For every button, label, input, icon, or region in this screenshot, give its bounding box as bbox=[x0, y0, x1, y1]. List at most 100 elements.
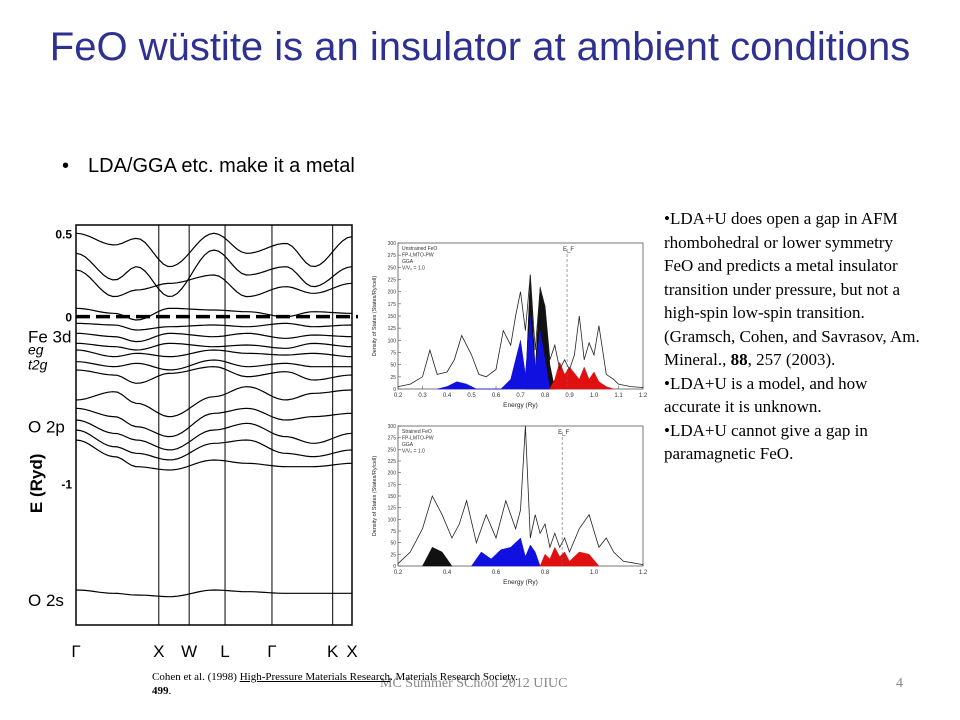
x-tick-label: 0.4 bbox=[443, 570, 452, 576]
legend-entry: V/V₀ = 1.0 bbox=[402, 266, 425, 272]
dos-chart-unstrained: 0 25 50 75 100 125 150 175 200 225 250 275 300 0.2 0.3… bbox=[372, 241, 648, 409]
x-axis-label: Energy (Ry) bbox=[503, 402, 538, 409]
bullet-dot: • bbox=[62, 155, 70, 177]
y-tick-label: 300 bbox=[388, 241, 397, 247]
band-line bbox=[75, 366, 353, 384]
dos-total-line bbox=[397, 425, 644, 565]
dos-blue-fill bbox=[471, 537, 541, 567]
x-tick-label: 1.2 bbox=[639, 570, 648, 576]
band-label: Fe 3d bbox=[28, 328, 71, 347]
y-axis-label: Density of States (States/Ry/cell) bbox=[372, 276, 378, 357]
y-tick-label: 250 bbox=[388, 265, 397, 271]
band-line bbox=[75, 342, 353, 351]
citation: Cohen et al. (1998) High-Pressure Materi… bbox=[152, 671, 518, 697]
legend-entry: V/V₀ = 1.0 bbox=[402, 449, 425, 455]
fermi-label: E_F bbox=[558, 430, 569, 436]
band-line bbox=[75, 232, 353, 268]
x-tick-label: 1.0 bbox=[590, 570, 599, 576]
y-tick-label: 225 bbox=[388, 278, 397, 284]
band-line bbox=[75, 429, 353, 461]
legend-entry: GGA bbox=[402, 442, 414, 448]
x-tick-label: 0.8 bbox=[541, 393, 550, 399]
band-line bbox=[75, 332, 353, 343]
note-2: •LDA+U is a model, and how accurate it i… bbox=[664, 373, 868, 417]
dos-total-line bbox=[397, 274, 644, 388]
note-3: •LDA+U cannot give a gap in paramagnetic… bbox=[664, 420, 868, 464]
y-axis-label: E (Ryd) bbox=[27, 454, 46, 514]
x-tick-label: L bbox=[220, 642, 229, 661]
x-tick-label: 0.7 bbox=[516, 393, 525, 399]
y-tick-label: 0 bbox=[393, 564, 396, 570]
x-tick-label: 0.6 bbox=[492, 570, 501, 576]
bullet-item: • LDA/GGA etc. make it a metal bbox=[62, 155, 355, 178]
dos-red-fill bbox=[539, 546, 600, 567]
slide-title: FeO wüstite is an insulator at ambient c… bbox=[49, 25, 911, 69]
y-tick-label: 125 bbox=[388, 326, 397, 332]
band-line bbox=[75, 322, 353, 331]
y-tick-label: 175 bbox=[388, 302, 397, 308]
band-label: O 2s bbox=[28, 591, 64, 610]
y-tick-label: 250 bbox=[388, 447, 397, 453]
y-tick-label: 75 bbox=[390, 351, 396, 357]
legend-entry: FP-LMTO-PW bbox=[402, 436, 434, 442]
x-axis-label: Energy (Ry) bbox=[503, 579, 538, 586]
plot-frame bbox=[75, 224, 353, 626]
y-tick-label: 25 bbox=[390, 552, 396, 558]
y-tick-label: 275 bbox=[388, 253, 397, 259]
x-tick-label: 1.0 bbox=[590, 393, 599, 399]
band-label: eg bbox=[28, 341, 44, 357]
x-tick-label: 1.2 bbox=[639, 393, 648, 399]
y-tick-label: 50 bbox=[390, 363, 396, 369]
band-label: t2g bbox=[28, 356, 48, 372]
band-label: O 2p bbox=[28, 418, 65, 437]
y-tick-label: -1 bbox=[61, 477, 72, 491]
x-tick-label: W bbox=[181, 642, 197, 661]
band-line bbox=[75, 386, 353, 418]
y-tick-label: 225 bbox=[388, 459, 397, 465]
band-line bbox=[75, 349, 353, 358]
x-tick-label: 0.9 bbox=[565, 393, 574, 399]
band-line bbox=[75, 269, 353, 298]
y-tick-label: 300 bbox=[388, 424, 397, 430]
y-tick-label: 175 bbox=[388, 482, 397, 488]
x-tick-label: 0.8 bbox=[541, 570, 550, 576]
dos-chart-strained: 0 25 50 75 100 125 150 175 200 225 250 275 300 0.2 0.4… bbox=[372, 424, 648, 586]
dos-blue-fill bbox=[437, 315, 551, 390]
x-tick-label: 0.5 bbox=[467, 393, 476, 399]
dos-black-fill bbox=[422, 546, 453, 567]
y-axis-label: Density of States (States/Ry/cell) bbox=[372, 456, 378, 537]
y-tick-label: 0 bbox=[65, 311, 72, 325]
legend-entry: FP-LMTO-PW bbox=[402, 253, 434, 259]
notes-panel: •LDA+U does open a gap in AFM rhombohedr… bbox=[664, 207, 926, 466]
note-1: •LDA+U does open a gap in AFM rhombohedr… bbox=[664, 209, 920, 369]
legend-entry: Unstrained FeO bbox=[402, 246, 437, 252]
y-tick-label: 100 bbox=[388, 338, 397, 344]
citation-link[interactable]: High-Pressure Materials Research bbox=[239, 671, 390, 683]
footer-text: MC Summer SChool 2012 UIUC bbox=[380, 676, 568, 691]
x-tick-label: K bbox=[327, 642, 339, 661]
page-number: 4 bbox=[896, 676, 903, 691]
band-line bbox=[75, 439, 353, 471]
legend-entry: Strained FeO bbox=[402, 429, 432, 435]
y-tick-label: 150 bbox=[388, 494, 397, 500]
x-tick-label: 0.2 bbox=[394, 393, 403, 399]
y-tick-label: 275 bbox=[388, 436, 397, 442]
y-tick-label: 0.5 bbox=[55, 227, 72, 241]
y-tick-label: 50 bbox=[390, 541, 396, 547]
y-tick-label: 75 bbox=[390, 529, 396, 535]
y-tick-label: 0 bbox=[393, 387, 396, 393]
legend-entry: GGA bbox=[402, 259, 414, 265]
x-tick-label: 0.4 bbox=[443, 393, 452, 399]
band-line bbox=[75, 419, 353, 451]
x-tick-label: X bbox=[153, 642, 164, 661]
fermi-label: E_F bbox=[563, 247, 574, 253]
x-tick-label: 0.6 bbox=[492, 393, 501, 399]
dos-red-fill bbox=[549, 361, 614, 390]
band-line bbox=[75, 249, 353, 298]
y-tick-label: 100 bbox=[388, 517, 397, 523]
band-line bbox=[75, 359, 352, 371]
band-line bbox=[75, 589, 352, 598]
y-tick-label: 200 bbox=[388, 290, 397, 296]
x-tick-label: Γ bbox=[267, 642, 276, 661]
